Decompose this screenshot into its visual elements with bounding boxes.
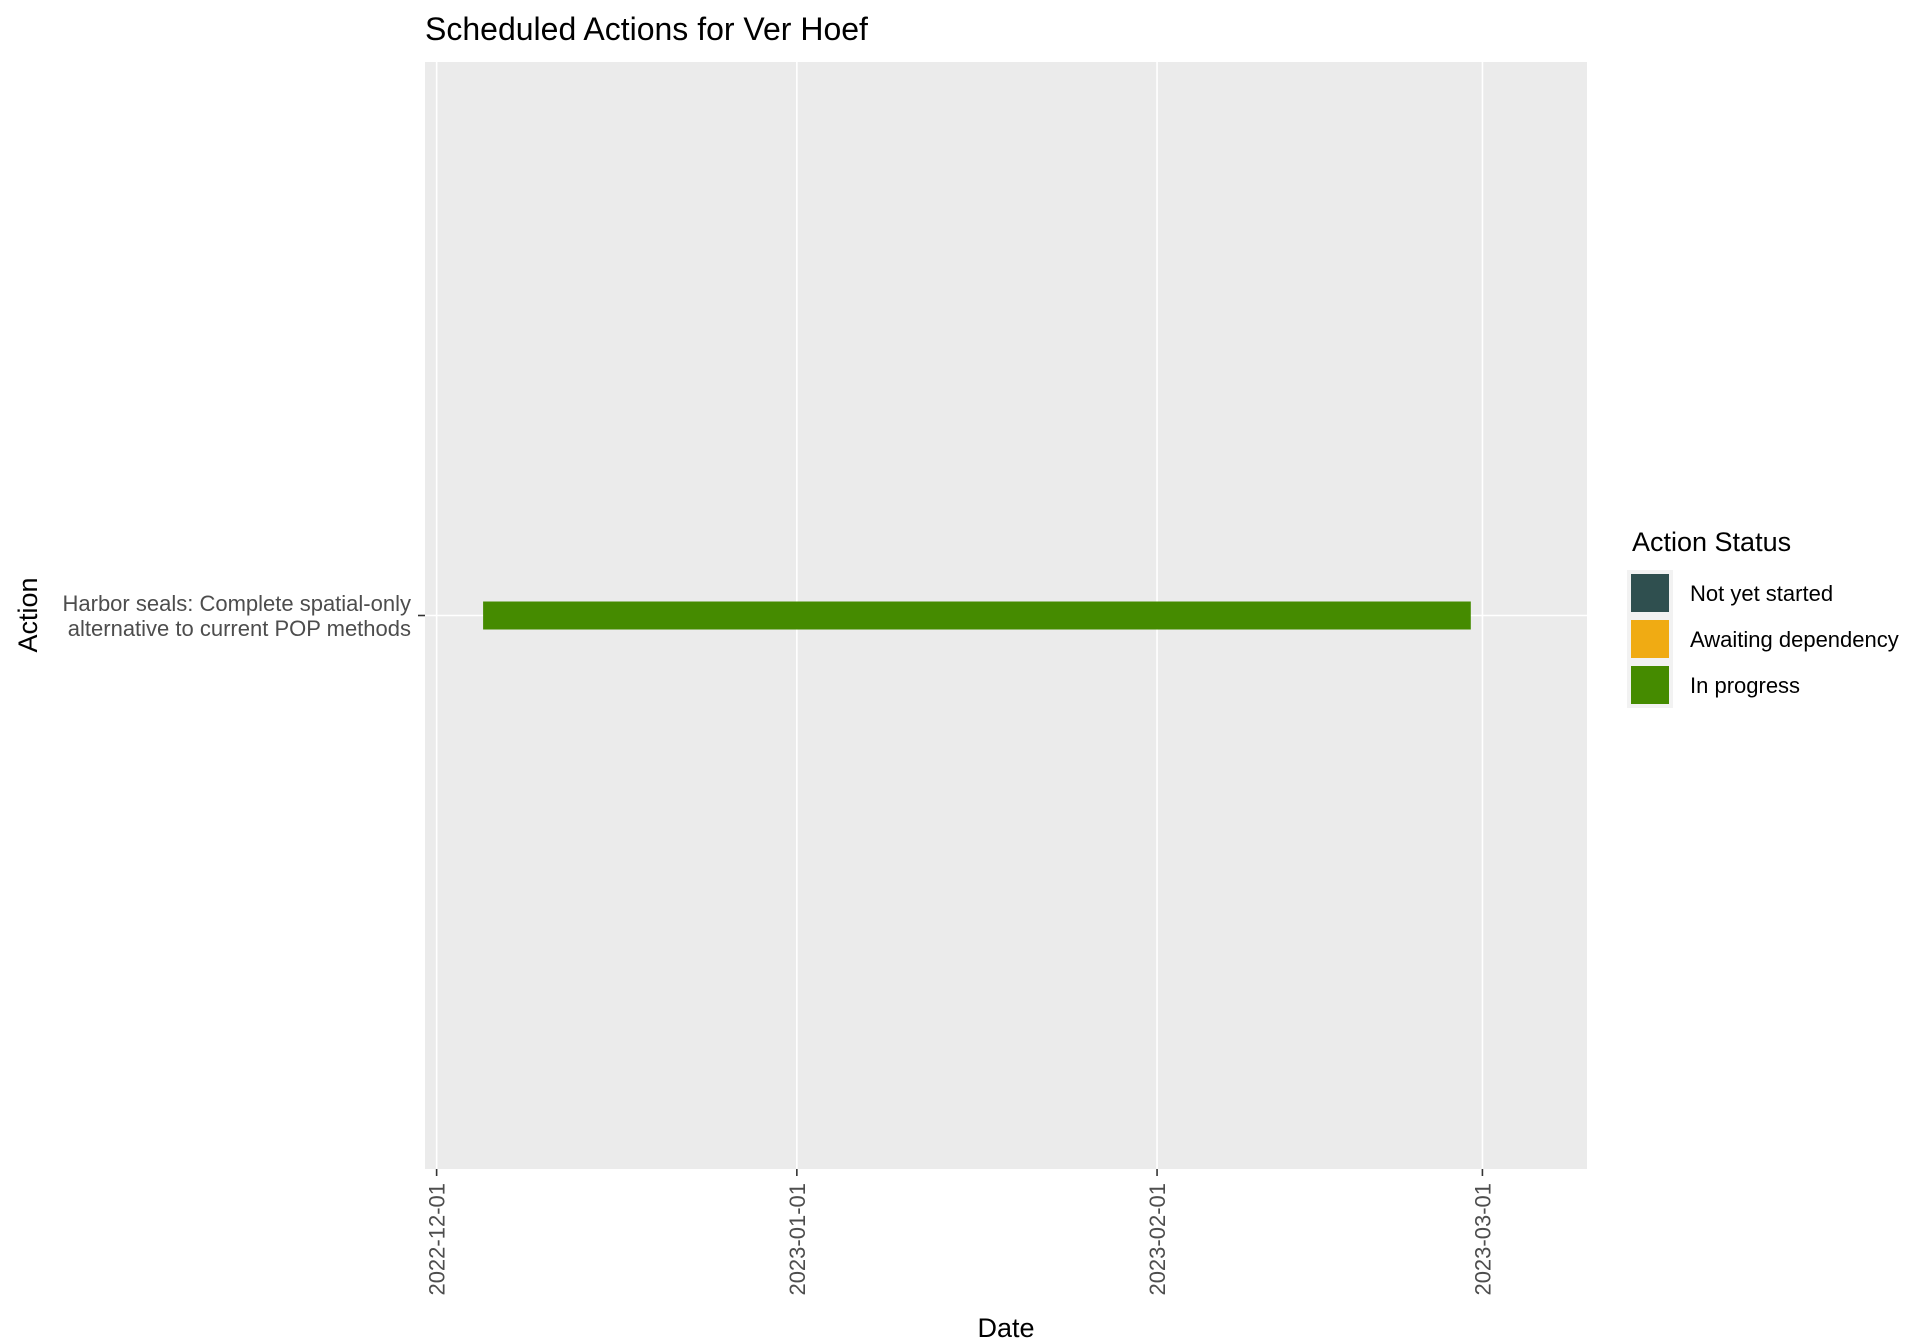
- chart-title: Scheduled Actions for Ver Hoef: [425, 11, 868, 47]
- y-axis-title: Action: [13, 577, 43, 652]
- legend: Action Status Not yet started Awaiting de…: [1627, 527, 1899, 708]
- legend-label: Not yet started: [1690, 581, 1833, 606]
- bars: [483, 601, 1471, 630]
- legend-swatch: [1631, 620, 1669, 658]
- legend-swatch: [1631, 666, 1669, 704]
- y-tick-label: alternative to current POP methods: [68, 616, 411, 641]
- x-tick-label: 2023-01-01: [785, 1183, 810, 1296]
- legend-label: Awaiting dependency: [1690, 627, 1899, 652]
- legend-swatch: [1631, 574, 1669, 612]
- legend-items: Not yet started Awaiting dependency In pro…: [1627, 570, 1899, 708]
- x-axis-title: Date: [977, 1313, 1034, 1343]
- x-tick-label: 2023-02-01: [1145, 1183, 1170, 1296]
- y-axis: Harbor seals: Complete spatial-onlyalter…: [63, 591, 425, 641]
- gantt-bar: [483, 601, 1471, 630]
- legend-title: Action Status: [1632, 527, 1791, 557]
- legend-label: In progress: [1690, 673, 1800, 698]
- x-tick-label: 2023-03-01: [1470, 1183, 1495, 1296]
- x-tick-label: 2022-12-01: [425, 1183, 450, 1296]
- x-axis: 2022-12-01 2023-01-01 2023-02-01 2023-03-01: [425, 1169, 1495, 1296]
- y-tick-label: Harbor seals: Complete spatial-only: [63, 591, 412, 616]
